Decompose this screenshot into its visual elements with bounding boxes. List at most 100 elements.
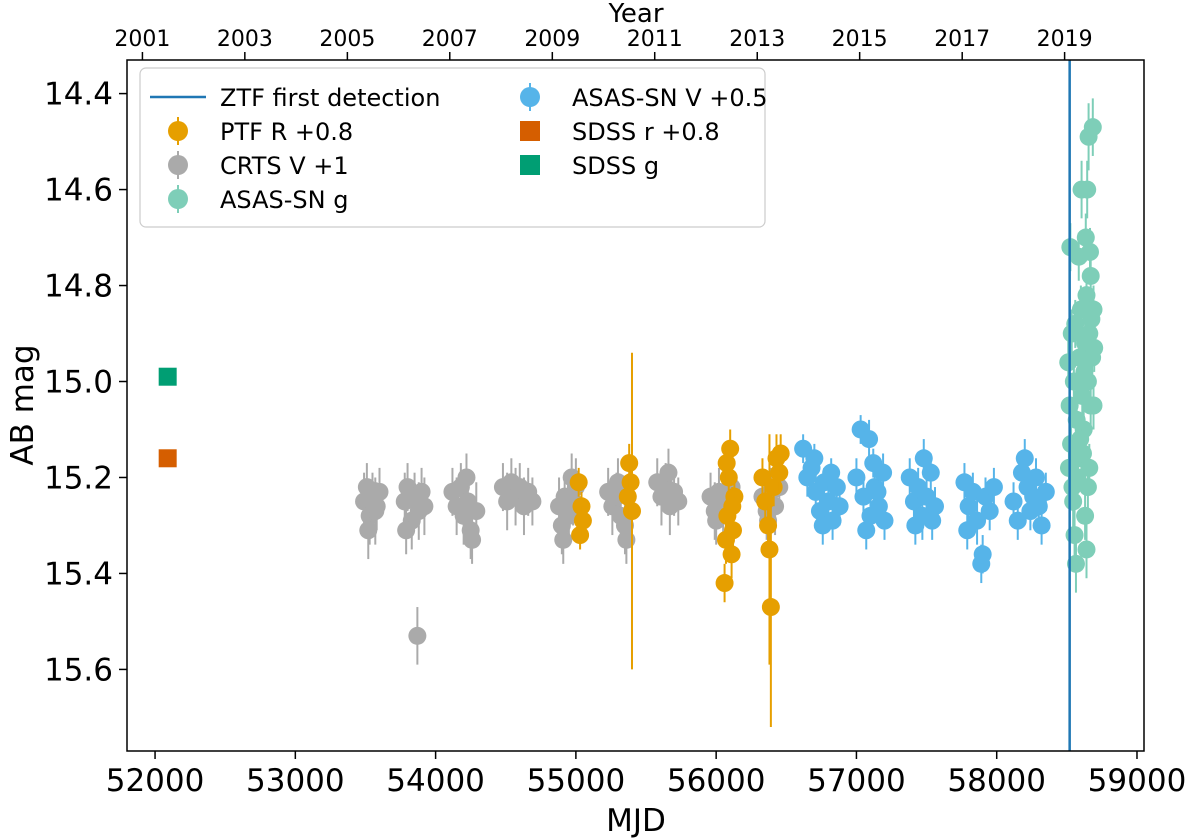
- data-point: [158, 367, 177, 386]
- y-tick-label: 14.6: [44, 173, 113, 209]
- legend-frame: [139, 67, 766, 228]
- legend-entry: PTF R +0.8: [168, 117, 353, 146]
- data-point: [875, 511, 894, 530]
- y-tick-label: 15.0: [44, 365, 113, 401]
- top-tick-label: 2013: [729, 27, 785, 52]
- data-point: [980, 502, 999, 521]
- legend-entry: ASAS-SN V +0.5: [520, 83, 768, 112]
- series-asas-sn-v-0-5: [794, 415, 1055, 584]
- data-point: [554, 530, 573, 549]
- data-point: [617, 530, 636, 549]
- legend-entry: CRTS V +1: [168, 151, 349, 180]
- data-point: [857, 521, 876, 540]
- data-point: [715, 574, 734, 593]
- data-point: [771, 444, 790, 463]
- data-point: [719, 468, 738, 487]
- data-point: [923, 511, 942, 530]
- data-point: [618, 487, 637, 506]
- legend-label: CRTS V +1: [220, 152, 349, 180]
- data-point: [925, 497, 944, 516]
- data-point: [906, 516, 925, 535]
- data-point: [723, 497, 742, 516]
- data-point: [615, 516, 634, 535]
- data-point: [827, 478, 846, 497]
- legend-label: SDSS g: [572, 152, 659, 180]
- data-point: [864, 454, 883, 473]
- data-point: [408, 626, 427, 645]
- data-point: [847, 468, 866, 487]
- data-point: [958, 521, 977, 540]
- data-point: [1076, 506, 1095, 525]
- data-point: [1083, 118, 1102, 137]
- data-point: [860, 430, 879, 449]
- data-point: [1062, 324, 1081, 343]
- data-series-layer: [158, 98, 1104, 728]
- data-point: [1012, 463, 1031, 482]
- legend-label: ASAS-SN g: [220, 186, 348, 214]
- legend-square-swatch: [520, 155, 540, 175]
- y-axis-label: AB mag: [5, 344, 41, 465]
- x-tick-label: 59000: [1088, 763, 1187, 799]
- legend-label: SDSS r +0.8: [572, 118, 720, 146]
- data-point: [1085, 338, 1104, 357]
- data-point: [523, 492, 542, 511]
- y-axis-ticks: 14.4 14.6 14.8 15.0 15.2 15.4 15.6: [44, 77, 127, 688]
- x-tick-label: 55000: [527, 763, 626, 799]
- series-asas-sn-g: [1059, 98, 1104, 593]
- data-point: [1015, 449, 1034, 468]
- data-point: [830, 497, 849, 516]
- top-tick-label: 2003: [217, 27, 273, 52]
- data-point: [1078, 180, 1097, 199]
- data-point: [1032, 516, 1051, 535]
- data-point: [415, 497, 434, 516]
- legend-entry: ZTF first detection: [150, 84, 440, 112]
- data-point: [621, 473, 640, 492]
- data-point: [723, 521, 742, 540]
- data-point: [571, 526, 590, 545]
- data-point: [1075, 362, 1094, 381]
- plot-frame: [126, 59, 1145, 752]
- data-point: [1077, 540, 1096, 559]
- data-point: [1084, 300, 1103, 319]
- data-point: [760, 540, 779, 559]
- series-sdss-r-0-8: [158, 449, 177, 468]
- legend-items: ZTF first detection PTF R +0.8 CRTS V +1 AS…: [150, 83, 768, 214]
- legend-circle-swatch: [520, 83, 540, 111]
- data-point: [669, 492, 688, 511]
- data-point: [921, 463, 940, 482]
- top-tick-label: 2001: [114, 27, 170, 52]
- y-tick-label: 14.4: [44, 77, 113, 113]
- x-tick-label: 57000: [807, 763, 906, 799]
- data-point: [1064, 492, 1083, 511]
- data-point: [1029, 497, 1048, 516]
- data-point: [1078, 478, 1097, 497]
- data-point: [984, 478, 1003, 497]
- data-point: [770, 463, 789, 482]
- data-point: [620, 454, 639, 473]
- data-point: [573, 511, 592, 530]
- legend-circle-swatch: [168, 117, 188, 145]
- data-point: [1036, 482, 1055, 501]
- data-point: [1084, 396, 1103, 415]
- data-point: [608, 473, 627, 492]
- data-point: [569, 473, 588, 492]
- data-point: [370, 482, 389, 501]
- data-point: [868, 482, 887, 501]
- data-point: [412, 482, 431, 501]
- x-axis-ticks: 52000 53000 54000 55000 56000 57000 58000 59000: [106, 751, 1187, 799]
- data-point: [1066, 554, 1085, 573]
- data-point: [822, 463, 841, 482]
- data-point: [1065, 526, 1084, 545]
- legend-label: ASAS-SN V +0.5: [572, 84, 768, 112]
- data-point: [1004, 492, 1023, 511]
- legend-entry: ASAS-SN g: [168, 185, 348, 214]
- legend-entry: SDSS r +0.8: [520, 118, 720, 146]
- x-tick-label: 52000: [106, 763, 205, 799]
- data-point: [397, 521, 416, 540]
- data-point: [813, 516, 832, 535]
- legend: ZTF first detection PTF R +0.8 CRTS V +1 AS…: [139, 67, 768, 228]
- data-point: [973, 545, 992, 564]
- legend-label: ZTF first detection: [220, 84, 440, 112]
- data-point: [572, 497, 591, 516]
- series-sdss-g: [158, 367, 177, 386]
